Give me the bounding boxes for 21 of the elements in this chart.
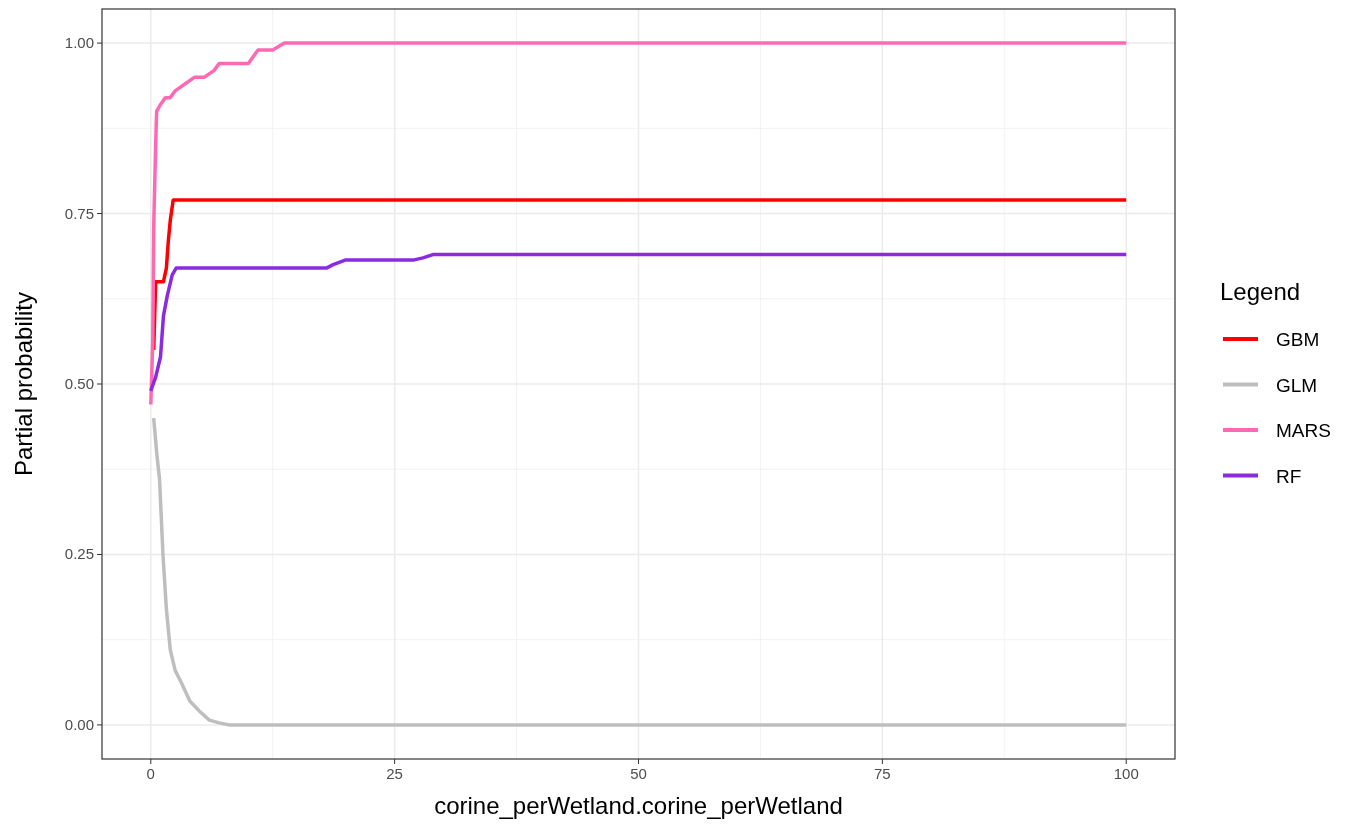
x-tick-label: 100 [1113, 765, 1139, 782]
line-series [151, 198, 1128, 352]
x-tick-label: 75 [874, 765, 891, 782]
legend-label: RF [1276, 465, 1302, 487]
legend-title: Legend [1220, 278, 1301, 305]
y-tick-label: 0.75 [64, 204, 94, 222]
y-tick-label: 0.50 [64, 375, 94, 392]
legend-label: GLM [1276, 374, 1318, 396]
y-tick-label: 1.00 [64, 34, 94, 52]
legend-label: GBM [1276, 329, 1320, 350]
line-series [149, 252, 1128, 393]
x-tick-label: 50 [630, 765, 647, 782]
y-tick-label: 0.00 [64, 715, 94, 733]
x-tick-label: 25 [386, 765, 403, 782]
y-tick-label: 0.25 [64, 545, 94, 563]
legend-label: MARS [1276, 420, 1331, 441]
y-axis-title: Partial probability [10, 291, 37, 477]
line-series [149, 41, 1128, 407]
line-series [151, 416, 1128, 727]
x-tick-label: 0 [146, 765, 155, 782]
x-axis-title: corine_perWetland.corine_perWetland [434, 792, 843, 819]
